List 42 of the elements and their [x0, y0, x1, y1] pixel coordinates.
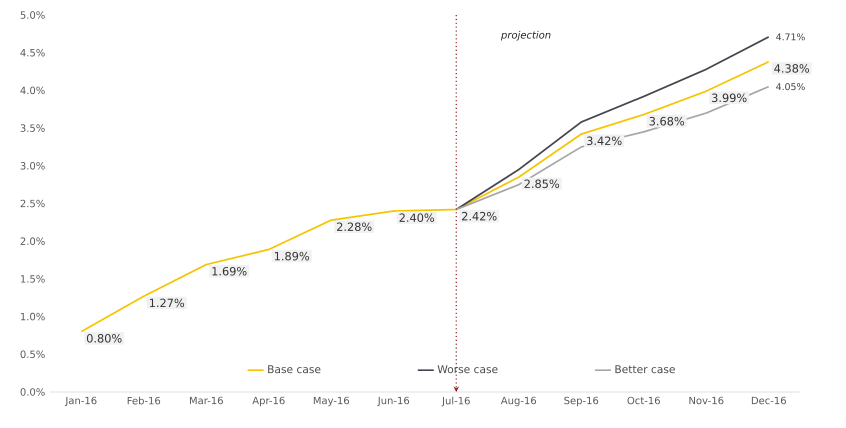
y-tick-label: 1.5%: [21, 275, 45, 283]
data-label: 4.38%: [774, 64, 810, 73]
x-tick-label: Apr-16: [252, 396, 285, 406]
x-tick-label: Oct-16: [628, 396, 660, 404]
y-tick-label: 4.5%: [20, 48, 45, 56]
legend-label: Worse case: [438, 365, 498, 374]
data-label: 2.42%: [462, 212, 497, 220]
data-label: 3.68%: [650, 116, 684, 126]
x-tick-label: Mar-16: [190, 396, 223, 404]
x-tick-label: Sep-16: [564, 396, 598, 406]
data-label: 2.40%: [400, 213, 434, 222]
data-label: 4.71%: [776, 33, 805, 40]
y-tick-label: 4.0%: [20, 86, 45, 94]
annotation: projection: [500, 30, 550, 41]
x-tick-label: Dec-16: [752, 396, 786, 404]
y-tick-label: 0.5%: [20, 350, 45, 358]
data-label: 2.85%: [524, 179, 560, 188]
y-tick-label: 1.0%: [21, 312, 45, 320]
legend-label: Base case: [268, 365, 320, 374]
x-tick-label: Aug-16: [500, 396, 536, 406]
x-tick-label: Feb-16: [128, 396, 160, 404]
data-label: 3.99%: [712, 94, 747, 102]
y-tick-label: 0.0%: [20, 388, 45, 396]
data-label: 1.27%: [150, 298, 184, 308]
line-series: [80, 60, 770, 333]
x-tick-label: Jul-16: [442, 396, 470, 406]
y-tick-label: 5.0%: [20, 11, 45, 19]
x-tick-label: Nov-16: [689, 396, 724, 404]
legend-label: Better case: [615, 365, 675, 374]
data-label: 2.28%: [337, 222, 372, 232]
y-tick-label: 3.0%: [20, 162, 45, 170]
y-tick-label: 2.0%: [20, 237, 45, 245]
y-tick-label: 2.5%: [20, 200, 45, 208]
x-tick-label: Jan-16: [64, 396, 97, 406]
x-tick-label: Jun-16: [377, 396, 410, 406]
data-label: 0.80%: [86, 334, 122, 343]
x-tick-label: May-16: [314, 396, 350, 406]
data-label: 4.05%: [776, 83, 805, 90]
data-label: 1.69%: [212, 266, 247, 276]
y-tick-label: 3.5%: [20, 124, 45, 132]
data-label: 3.42%: [587, 136, 622, 146]
data-label: 1.89%: [274, 252, 310, 260]
